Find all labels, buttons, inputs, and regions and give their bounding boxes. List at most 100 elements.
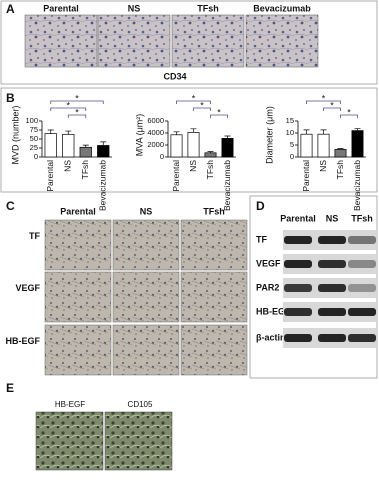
column-label: TFsh — [203, 206, 225, 216]
blot-band — [348, 284, 376, 292]
y-tick-label: 0 — [290, 152, 294, 161]
y-tick-label: 25 — [30, 143, 38, 152]
row-label: TF — [256, 234, 267, 244]
blot-band — [284, 334, 312, 342]
error-bar — [173, 131, 180, 135]
panel-a-frame — [0, 0, 378, 85]
significance-label: * — [75, 107, 79, 117]
error-bar — [65, 130, 72, 135]
column-label: Bevacizumab — [253, 3, 311, 13]
panel-b-frame — [0, 87, 378, 193]
bar — [221, 138, 234, 158]
error-bar — [337, 148, 344, 150]
significance-bracket — [50, 100, 104, 104]
column-label: Parental — [60, 206, 96, 216]
micrograph — [44, 271, 112, 323]
y-axis-label: MVA (μm²) — [134, 114, 144, 157]
x-tick-label: Bevacizumab — [98, 160, 108, 211]
y-tick-label: 10 — [286, 128, 294, 137]
blot-band — [318, 308, 346, 316]
x-tick-label: Parental — [45, 160, 55, 192]
panel-label: D — [256, 199, 265, 213]
caption: CD34 — [163, 71, 186, 81]
y-tick-label: 5 — [290, 140, 294, 149]
blot-band — [284, 308, 312, 316]
micrograph — [112, 219, 180, 271]
x-tick-label: Parental — [171, 160, 181, 192]
bar — [62, 133, 75, 158]
significance-bracket — [340, 114, 358, 118]
row-label: HB-EGF — [6, 336, 41, 346]
x-tick-label: TFsh — [335, 160, 345, 180]
x-tick-label: TFsh — [80, 160, 90, 180]
image-label: HB-EGF — [55, 400, 85, 409]
micrograph — [44, 324, 112, 376]
significance-label: * — [66, 100, 70, 110]
micrograph — [112, 324, 180, 376]
significance-label: * — [75, 93, 79, 103]
blot-band — [348, 236, 376, 244]
significance-label: * — [347, 107, 351, 117]
row-label: HB-EGF — [256, 306, 291, 316]
bar — [97, 145, 110, 158]
y-tick-label: 6000 — [147, 116, 164, 125]
bar — [334, 148, 347, 158]
x-tick-label: Bevacizumab — [222, 160, 232, 211]
error-bar — [47, 129, 54, 134]
micrograph — [180, 219, 248, 271]
blot-band — [348, 308, 376, 316]
bar — [204, 152, 217, 158]
y-tick-label: 15 — [286, 116, 294, 125]
significance-label: * — [322, 93, 326, 103]
bar — [317, 133, 330, 158]
blot-band — [348, 260, 376, 268]
y-tick-label: 2000 — [147, 140, 164, 149]
y-tick-label: 75 — [30, 125, 38, 134]
column-label: TFsh — [351, 213, 373, 223]
column-label: NS — [326, 213, 339, 223]
blot-band — [318, 284, 346, 292]
blot-band — [284, 236, 312, 244]
row-label: VEGF — [15, 283, 40, 293]
y-axis-label: MVD (number) — [10, 105, 20, 164]
significance-label: * — [217, 107, 221, 117]
column-label: NS — [128, 3, 141, 13]
error-bar — [190, 128, 197, 133]
micrograph — [112, 271, 180, 323]
blot-band — [284, 284, 312, 292]
y-tick-label: 0 — [34, 152, 38, 161]
column-label: TFsh — [197, 3, 219, 13]
column-label: Parental — [280, 213, 316, 223]
error-bar — [320, 129, 327, 135]
bar — [79, 146, 92, 158]
blot-band — [284, 260, 312, 268]
micrograph — [245, 14, 319, 68]
x-tick-label: Bevacizumab — [352, 160, 362, 211]
significance-label: * — [330, 100, 334, 110]
micrograph — [44, 219, 112, 271]
blot-band — [318, 236, 346, 244]
significance-bracket — [210, 114, 228, 118]
micrograph — [180, 324, 248, 376]
x-tick-label: NS — [63, 160, 73, 172]
micrograph — [104, 411, 173, 471]
x-tick-label: TFsh — [205, 160, 215, 180]
x-tick-label: NS — [318, 160, 328, 172]
panel-label: E — [6, 381, 14, 395]
panel-d-frame — [249, 195, 378, 379]
y-axis-label: Diameter (μm) — [264, 106, 274, 164]
panel-label: B — [6, 91, 15, 105]
column-label: Parental — [43, 3, 79, 13]
layout: A CD34 B C D E — [0, 0, 378, 395]
y-tick-label: 4000 — [147, 128, 164, 137]
x-tick-label: NS — [188, 160, 198, 172]
panel-label: A — [6, 2, 15, 16]
bar — [187, 132, 200, 158]
significance-label: * — [200, 100, 204, 110]
panel-label: C — [6, 199, 15, 213]
micrograph — [171, 14, 245, 68]
significance-bracket — [67, 114, 87, 118]
significance-bracket — [306, 100, 341, 104]
row-label: β-actin — [256, 332, 286, 342]
